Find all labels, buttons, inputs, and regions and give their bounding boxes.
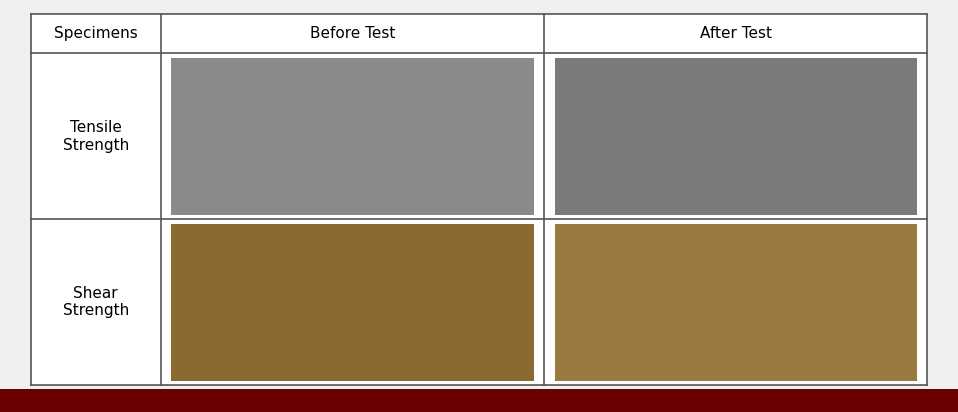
Bar	[0, 389, 958, 412]
Bar	[171, 224, 534, 381]
Bar	[556, 224, 917, 381]
Text: Tensile
Strength: Tensile Strength	[62, 120, 128, 152]
Text: Shear
Strength: Shear Strength	[62, 286, 128, 318]
Text: Specimens: Specimens	[54, 26, 138, 41]
Bar	[556, 58, 917, 215]
Bar	[31, 14, 927, 385]
Text: Before Test: Before Test	[309, 26, 396, 41]
Bar	[171, 58, 534, 215]
Text: After Test: After Test	[700, 26, 772, 41]
